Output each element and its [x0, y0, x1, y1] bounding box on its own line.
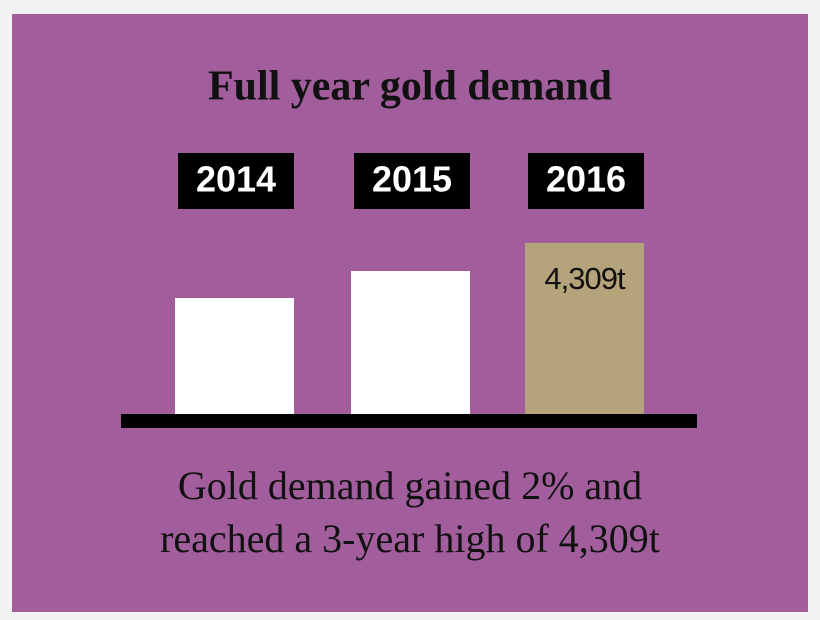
bar — [525, 243, 644, 414]
annotation: Gold demand gained 2% and — [178, 463, 642, 508]
x-tick-label: 2015 — [372, 159, 452, 200]
bar — [175, 298, 294, 414]
data-label: 4,309t — [544, 261, 626, 296]
baseline — [121, 414, 697, 428]
chart-title: Full year gold demand — [208, 64, 612, 110]
x-tick-label: 2016 — [546, 159, 626, 200]
x-tick-label: 2014 — [196, 159, 276, 200]
year-box — [178, 153, 294, 209]
year-box — [528, 153, 644, 209]
year-box — [354, 153, 470, 209]
bar — [351, 271, 470, 414]
annotation: reached a 3-year high of 4,309t — [160, 516, 660, 561]
